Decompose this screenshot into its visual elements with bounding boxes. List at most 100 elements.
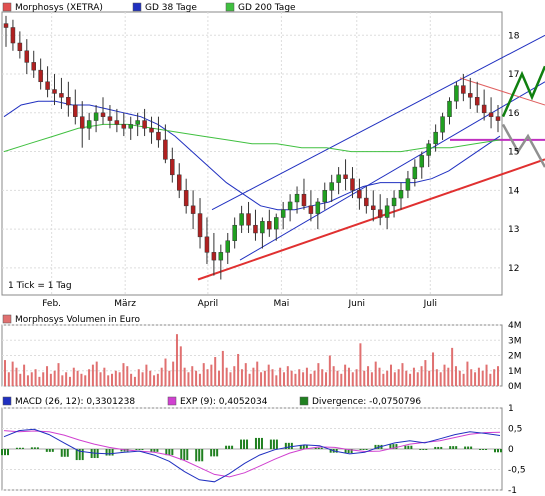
divergence-bar (153, 449, 156, 452)
divergence-bar (120, 449, 123, 452)
candle-body (31, 62, 36, 71)
candle-body (398, 190, 404, 199)
volume-bar (145, 364, 148, 386)
volume-bar (290, 370, 293, 386)
candle-body (142, 120, 147, 129)
volume-bar (248, 373, 251, 386)
volume-bar (95, 361, 98, 386)
price-y-tick-label: 13 (508, 225, 519, 235)
divergence-bar (75, 449, 78, 461)
divergence-bar (440, 446, 443, 449)
volume-bar (111, 373, 114, 386)
candle-body (364, 197, 369, 207)
volume-bar (325, 372, 328, 386)
divergence-bar (231, 445, 234, 449)
volume-bar (439, 372, 442, 386)
volume-y-tick-label: 2M (508, 352, 522, 362)
volume-bar (57, 363, 60, 386)
price-x-tick-label: Juni (347, 299, 365, 309)
divergence-bar (78, 449, 81, 461)
volume-bar (15, 367, 18, 386)
candle-body (260, 221, 265, 234)
volume-bar (302, 372, 305, 386)
divergence-bar (30, 447, 33, 449)
candle-body (377, 209, 383, 218)
legend-swatch-exp (167, 396, 177, 406)
volume-bar (84, 375, 87, 386)
volume-bar (168, 370, 171, 386)
macd-y-tick-label: 1 (508, 404, 514, 414)
volume-bar (244, 363, 247, 386)
divergence-bar (425, 449, 428, 450)
divergence-bar (240, 439, 243, 449)
divergence-bar (437, 446, 440, 449)
price-x-tick-label: März (114, 299, 136, 309)
candle-body (287, 201, 293, 210)
divergence-bar (452, 446, 455, 449)
volume-y-tick-label: 1M (508, 367, 522, 377)
divergence-bar (434, 446, 437, 449)
candle-body (239, 213, 244, 226)
candle-body (253, 224, 258, 234)
price-x-axis: Feb. März April Mai Juni Juli (42, 299, 437, 309)
divergence-bar (51, 449, 54, 452)
price-plot-area (1, 11, 503, 296)
ma200-line (3, 123, 501, 153)
candle-body (170, 159, 175, 176)
price-x-tick-label: April (198, 299, 219, 309)
candle-body (280, 209, 286, 218)
divergence-bar (228, 445, 231, 449)
divergence-bar (66, 449, 69, 457)
volume-bar (76, 370, 79, 386)
volume-bar (401, 363, 404, 386)
divergence-bar (350, 449, 353, 454)
divergence-bar (374, 444, 377, 449)
legend-swatch-macd (2, 396, 12, 406)
volume-bar (267, 364, 270, 386)
volume-bar (11, 361, 14, 386)
divergence-bar (404, 445, 407, 449)
macd-y-tick-label: -0,5 (508, 466, 526, 476)
price-y-tick-label: 12 (508, 264, 519, 274)
candle-body (93, 112, 99, 121)
volume-bar (271, 369, 274, 386)
volume-bar (462, 373, 465, 386)
volume-bar (221, 350, 224, 386)
macd-y-tick-label: -1 (508, 486, 517, 496)
candle-body (59, 93, 64, 98)
volume-bar (451, 347, 454, 386)
candle-body (149, 128, 154, 133)
divergence-bar (33, 447, 36, 449)
price-y-tick-label: 14 (508, 186, 520, 196)
divergence-bar (186, 449, 189, 461)
volume-bar (263, 370, 266, 386)
candle-body (232, 224, 237, 241)
trend-lines (197, 34, 545, 281)
volume-bar (332, 366, 335, 386)
volume-bar (240, 369, 243, 386)
divergence-bar (18, 447, 21, 449)
volume-bar (313, 370, 316, 386)
volume-bar (252, 367, 255, 386)
divergence-bar (269, 439, 272, 449)
divergence-bar (150, 449, 153, 452)
candle-body (315, 201, 321, 214)
volume-bar (72, 367, 75, 386)
volume-bar (122, 363, 125, 386)
volume-bar (179, 346, 182, 386)
candle-body (73, 104, 78, 117)
volume-bar (393, 372, 396, 386)
volume-bar (7, 372, 10, 386)
volume-bar (397, 369, 400, 386)
volume-bar (137, 369, 140, 386)
divergence-bar (210, 449, 213, 457)
divergence-bar (201, 449, 204, 462)
divergence-bar (48, 449, 51, 452)
volume-bar (210, 364, 213, 386)
volume-bar (133, 376, 136, 386)
macd-legend: MACD (26, 12): 0,3301238 EXP (9): 0,4052… (2, 396, 421, 407)
macd-y-tick-label: 0 (508, 445, 514, 455)
price-y-axis: 12 13 14 15 16 17 18 (508, 31, 520, 274)
candle-body (211, 252, 217, 261)
